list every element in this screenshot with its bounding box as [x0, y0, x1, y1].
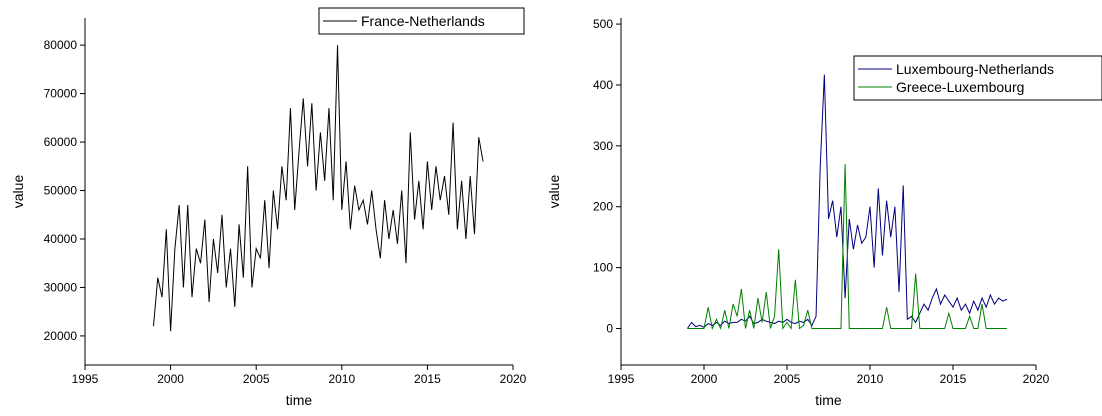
x-axis-label: time: [815, 392, 842, 408]
y-tick-label: 0: [606, 321, 613, 335]
x-axis-label: time: [286, 392, 313, 408]
x-tick-label: 2000: [157, 372, 184, 386]
legend-box: [853, 55, 1102, 101]
y-tick-label: 200: [593, 200, 613, 214]
y-tick-label: 300: [593, 139, 613, 153]
x-tick-label: 2015: [414, 372, 441, 386]
y-tick-label: 80000: [44, 38, 78, 52]
x-tick-label: 1995: [608, 372, 635, 386]
x-tick-label: 2010: [857, 372, 884, 386]
y-axis-label: value: [546, 175, 562, 209]
x-tick-label: 1995: [72, 372, 99, 386]
x-tick-label: 2005: [243, 372, 270, 386]
x-tick-label: 2020: [1023, 372, 1050, 386]
series-line: [686, 74, 1008, 329]
y-tick-label: 20000: [44, 329, 78, 343]
y-tick-label: 400: [593, 78, 613, 92]
y-tick-label: 60000: [44, 135, 78, 149]
legend-label: France-Netherlands: [361, 13, 485, 29]
x-tick-label: 2005: [774, 372, 801, 386]
x-tick-label: 2000: [691, 372, 718, 386]
y-tick-label: 500: [593, 17, 613, 31]
series-line: [687, 164, 1007, 331]
y-axis-label: value: [10, 175, 26, 209]
y-tick-label: 40000: [44, 232, 78, 246]
legend-label: Greece-Luxembourg: [896, 79, 1024, 95]
y-tick-label: 70000: [44, 87, 78, 101]
x-tick-label: 2020: [500, 372, 527, 386]
y-tick-label: 100: [593, 261, 613, 275]
series-line: [152, 45, 484, 332]
legend-label: Luxembourg-Netherlands: [896, 61, 1054, 77]
x-tick-label: 2015: [940, 372, 967, 386]
y-tick-label: 30000: [44, 280, 78, 294]
y-tick-label: 50000: [44, 184, 78, 198]
x-tick-label: 2010: [328, 372, 355, 386]
